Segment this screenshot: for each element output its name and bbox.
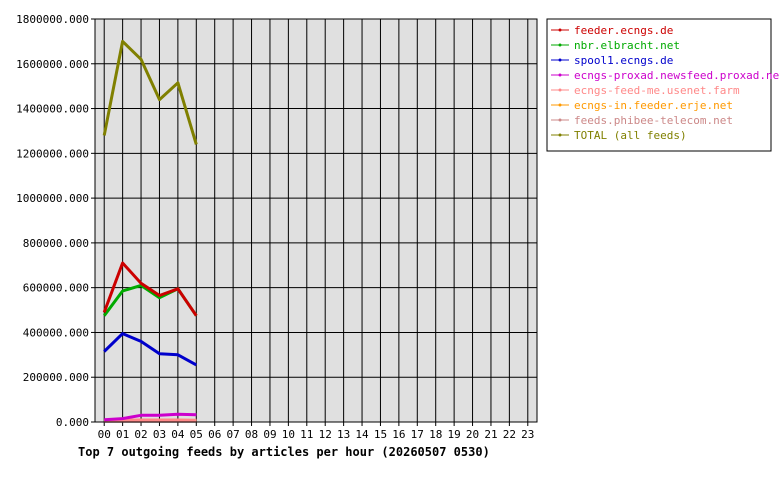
xtick-label: 20 — [466, 428, 479, 441]
legend: feeder.ecngs.de nbr.elbracht.net spool1.ec… — [546, 18, 780, 152]
legend-marker — [558, 73, 562, 77]
xtick-label: 07 — [227, 428, 240, 441]
y-axis-ticks: 0.000 200000.000 400000.000 600000.000 80000… — [16, 13, 95, 429]
xtick-label: 17 — [411, 428, 424, 441]
xtick-label: 12 — [319, 428, 332, 441]
xtick-label: 23 — [521, 428, 534, 441]
legend-marker — [558, 43, 562, 47]
xtick-label: 16 — [392, 428, 405, 441]
legend-marker — [558, 103, 562, 107]
legend-marker — [558, 118, 562, 122]
legend-label: ecngs-proxad.newsfeed.proxad.net — [574, 69, 780, 82]
ytick-label: 600000.000 — [23, 282, 89, 295]
xtick-label: 21 — [484, 428, 497, 441]
chart-title: Top 7 outgoing feeds by articles per hou… — [78, 445, 490, 459]
legend-label: ecngs-in.feeder.erje.net — [574, 99, 733, 112]
series-lines — [102, 39, 198, 423]
x-axis-ticks: 00 01 02 03 04 05 06 07 08 09 10 11 12 13 14 15 16 17 18 19… — [98, 422, 534, 441]
xtick-label: 00 — [98, 428, 111, 441]
legend-label: nbr.elbracht.net — [574, 39, 680, 52]
xtick-label: 03 — [153, 428, 166, 441]
series-line — [102, 39, 198, 145]
ytick-label: 1600000.000 — [16, 58, 89, 71]
ytick-label: 0.000 — [56, 416, 89, 429]
ytick-label: 1200000.000 — [16, 147, 89, 160]
xtick-label: 06 — [208, 428, 221, 441]
legend-label: TOTAL (all feeds) — [574, 129, 687, 142]
legend-marker — [558, 88, 562, 92]
ytick-label: 800000.000 — [23, 237, 89, 250]
legend-box — [546, 18, 772, 152]
series-line — [102, 261, 198, 317]
xtick-label: 11 — [300, 428, 313, 441]
xtick-label: 05 — [190, 428, 203, 441]
xtick-label: 01 — [116, 428, 129, 441]
ytick-label: 1400000.000 — [16, 103, 89, 116]
xtick-label: 09 — [263, 428, 276, 441]
legend-label: feeder.ecngs.de — [574, 24, 673, 37]
legend-marker — [558, 58, 562, 62]
xtick-label: 08 — [245, 428, 258, 441]
legend-marker — [558, 133, 562, 137]
plot-area — [95, 19, 537, 422]
ytick-label: 200000.000 — [23, 371, 89, 384]
legend-label: feeds.phibee-telecom.net — [574, 114, 733, 127]
xtick-label: 14 — [355, 428, 369, 441]
xtick-label: 04 — [171, 428, 185, 441]
ytick-label: 1000000.000 — [16, 192, 89, 205]
xtick-label: 10 — [282, 428, 295, 441]
series-line — [103, 332, 198, 367]
xtick-label: 19 — [448, 428, 461, 441]
legend-marker — [558, 28, 562, 32]
plot-frame — [94, 18, 538, 423]
ytick-label: 1800000.000 — [16, 13, 89, 26]
legend-label: ecngs-feed-me.usenet.farm — [574, 84, 740, 97]
ytick-label: 400000.000 — [23, 326, 89, 339]
series-line — [104, 412, 197, 422]
legend-label: spool1.ecngs.de — [574, 54, 673, 67]
xtick-label: 22 — [503, 428, 516, 441]
xtick-label: 15 — [374, 428, 387, 441]
xtick-label: 18 — [429, 428, 442, 441]
xtick-label: 13 — [337, 428, 350, 441]
xtick-label: 02 — [134, 428, 147, 441]
